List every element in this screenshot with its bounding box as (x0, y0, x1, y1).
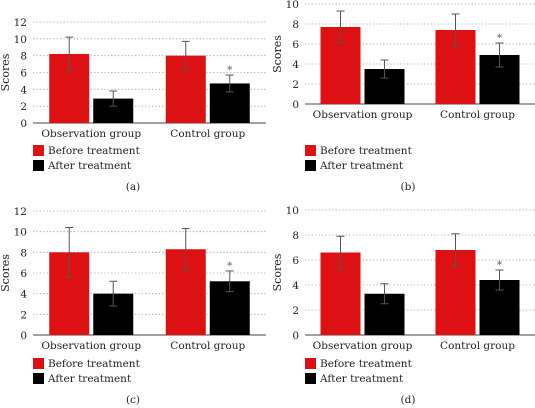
y-tick-label: 12 (14, 206, 27, 218)
significance-marker: * (227, 65, 232, 76)
panel-caption: (c) (126, 394, 140, 406)
y-tick-label: 8 (20, 51, 27, 63)
y-tick-label: 6 (292, 39, 299, 51)
y-tick-label: 6 (20, 268, 27, 280)
legend-swatch (305, 373, 316, 384)
legend-label: After treatment (319, 160, 404, 172)
y-tick-label: 10 (14, 227, 27, 239)
x-tick-label: Observation group (41, 340, 141, 352)
chart-panel-c: 0 2 4 6 8 10 12 Scores Observation group * Control… (0, 206, 266, 406)
legend-label: After treatment (47, 160, 132, 172)
y-tick-label: 6 (20, 68, 27, 80)
x-tick-label: Observation group (313, 109, 413, 121)
legend-label: Before treatment (48, 145, 141, 157)
legend-swatch (33, 145, 44, 156)
chart-panel-a: 0 2 4 6 8 10 12 Scores Observation group * Control… (0, 17, 266, 193)
y-tick-label: 0 (292, 99, 299, 111)
y-tick-label: 4 (292, 59, 299, 71)
x-tick-label: Observation group (41, 128, 141, 140)
legend-swatch (305, 358, 316, 369)
x-tick-label: Observation group (313, 340, 413, 352)
y-tick-label: 4 (292, 280, 299, 292)
y-axis-label: Scores (0, 53, 12, 91)
legend-swatch (305, 160, 316, 171)
y-tick-label: 12 (14, 17, 27, 29)
x-tick-label: Control group (440, 340, 515, 352)
y-tick-label: 6 (292, 255, 299, 267)
chart-panel-b: 0 2 4 6 8 10 Scores Observation group * Control g… (271, 0, 535, 193)
x-tick-label: Control group (440, 109, 515, 121)
legend-label: After treatment (319, 373, 404, 385)
y-tick-label: 0 (20, 330, 27, 342)
y-axis-label: Scores (271, 253, 284, 291)
significance-marker: * (227, 261, 232, 272)
y-axis-label: Scores (271, 35, 284, 73)
legend-label: Before treatment (48, 358, 141, 370)
legend-label: Before treatment (320, 358, 413, 370)
legend-swatch (33, 373, 44, 384)
y-tick-label: 2 (20, 101, 27, 113)
panel-caption: (a) (126, 181, 140, 193)
legend-swatch (33, 358, 44, 369)
y-tick-label: 2 (292, 79, 299, 91)
y-tick-label: 4 (20, 84, 27, 96)
y-tick-label: 8 (20, 247, 27, 259)
y-axis-label: Scores (0, 254, 12, 292)
y-tick-label: 10 (286, 0, 299, 11)
y-tick-label: 8 (292, 19, 299, 31)
y-tick-label: 0 (20, 118, 27, 130)
y-tick-label: 0 (292, 330, 299, 342)
panel-caption: (b) (401, 181, 416, 193)
y-tick-label: 8 (292, 230, 299, 242)
x-tick-label: Control group (170, 128, 245, 140)
y-tick-label: 2 (20, 309, 27, 321)
y-tick-label: 2 (292, 305, 299, 317)
legend-swatch (305, 145, 316, 156)
legend-swatch (33, 160, 44, 171)
y-tick-label: 4 (20, 289, 27, 301)
panel-caption: (d) (401, 394, 416, 406)
chart-panel-d: 0 2 4 6 8 10 Scores Observation group * Control g… (271, 205, 535, 406)
legend-label: After treatment (47, 373, 132, 385)
x-tick-label: Control group (170, 340, 245, 352)
y-tick-label: 10 (14, 34, 27, 46)
legend-label: Before treatment (320, 145, 413, 157)
significance-marker: * (497, 33, 502, 44)
significance-marker: * (497, 260, 502, 271)
y-tick-label: 10 (286, 205, 299, 217)
